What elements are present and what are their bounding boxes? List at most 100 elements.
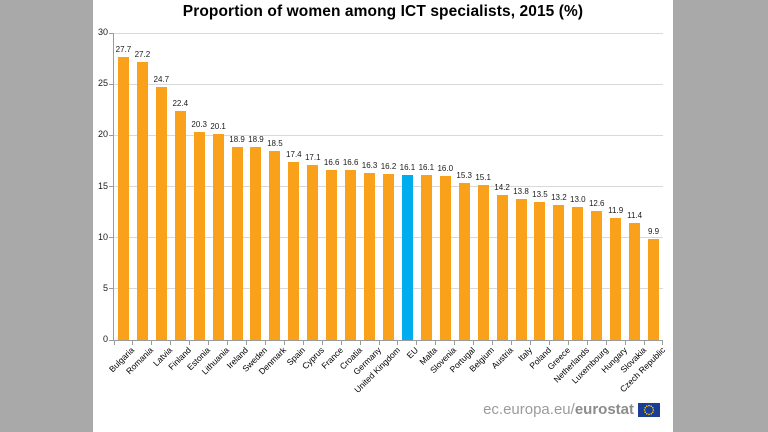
value-label: 11.9 bbox=[608, 206, 624, 216]
bar-croatia bbox=[345, 170, 357, 340]
bar-greece bbox=[553, 204, 565, 340]
x-axis-tick bbox=[511, 341, 513, 345]
x-axis-tick bbox=[378, 341, 380, 345]
bar-eu bbox=[401, 175, 413, 340]
x-axis-tick bbox=[567, 341, 569, 345]
logo-stars bbox=[643, 404, 655, 415]
x-axis-tick bbox=[435, 341, 437, 345]
x-axis-tick bbox=[586, 341, 588, 345]
value-label: 20.1 bbox=[210, 122, 226, 132]
x-axis-tick bbox=[605, 341, 607, 345]
x-axis-tick bbox=[529, 341, 531, 345]
bar-romania bbox=[136, 61, 148, 340]
footer: ec.europa.eu/eurostat bbox=[483, 401, 660, 418]
x-axis-tick bbox=[283, 341, 285, 345]
bar-slovenia bbox=[439, 176, 451, 340]
bar-belgium bbox=[477, 185, 489, 340]
value-label: 18.5 bbox=[267, 138, 283, 148]
x-axis-tick bbox=[208, 341, 210, 345]
value-label: 13.5 bbox=[532, 189, 548, 199]
value-label: 13.2 bbox=[551, 192, 567, 202]
value-label: 16.3 bbox=[361, 161, 378, 171]
y-axis-label-30: 30 bbox=[97, 27, 108, 37]
value-label: 11.4 bbox=[627, 211, 643, 221]
y-axis-tick-15 bbox=[109, 186, 113, 187]
x-axis-tick bbox=[151, 341, 153, 345]
value-label: 16.6 bbox=[342, 158, 359, 168]
x-axis-tick bbox=[397, 341, 399, 345]
bar-netherlands bbox=[572, 206, 584, 340]
x-axis-tick bbox=[246, 341, 248, 345]
y-axis-label-10: 10 bbox=[97, 231, 108, 242]
x-axis-tick bbox=[454, 341, 456, 345]
value-label: 16.1 bbox=[418, 163, 435, 173]
value-label: 15.1 bbox=[475, 173, 491, 183]
value-label: 16.6 bbox=[323, 158, 340, 168]
x-axis-tick bbox=[189, 341, 191, 345]
value-label: 27.7 bbox=[115, 44, 132, 54]
value-label: 22.4 bbox=[172, 98, 189, 108]
chart-title: Proportion of women among ICT specialist… bbox=[182, 3, 584, 20]
y-axis-tick-25 bbox=[109, 83, 113, 85]
x-axis-tick bbox=[132, 341, 134, 345]
y-axis-tick-20 bbox=[109, 134, 113, 136]
y-axis-label-0: 0 bbox=[102, 334, 108, 344]
value-label: 17.1 bbox=[304, 153, 321, 163]
x-axis-tick bbox=[624, 341, 626, 345]
x-axis-tick bbox=[548, 341, 550, 345]
value-label: 16.2 bbox=[380, 162, 397, 172]
value-label: 17.4 bbox=[286, 149, 302, 159]
x-axis-tick bbox=[227, 341, 229, 345]
y-axis-label-20: 20 bbox=[97, 129, 108, 140]
value-label: 13.0 bbox=[570, 194, 586, 204]
value-label: 16.0 bbox=[437, 164, 454, 174]
gridline-30 bbox=[114, 32, 663, 34]
value-label: 13.8 bbox=[513, 186, 529, 196]
bar-hungary bbox=[610, 218, 622, 340]
y-axis-tick-5 bbox=[109, 288, 113, 290]
bar-latvia bbox=[155, 87, 167, 340]
bar-malta bbox=[420, 175, 432, 340]
bar-slovakia bbox=[629, 223, 641, 340]
x-axis-tick bbox=[661, 341, 663, 345]
gridline-25 bbox=[114, 83, 663, 85]
y-axis-label-5: 5 bbox=[102, 282, 108, 293]
value-label: 18.9 bbox=[248, 134, 264, 144]
bar-austria bbox=[496, 194, 508, 340]
bar-cyprus bbox=[307, 165, 319, 340]
y-axis-tick-0 bbox=[109, 339, 113, 341]
value-label: 14.2 bbox=[494, 182, 510, 192]
value-label: 12.6 bbox=[588, 199, 605, 209]
x-axis-tick bbox=[340, 341, 342, 345]
bar-poland bbox=[534, 201, 546, 340]
bar-portugal bbox=[458, 183, 470, 340]
bar-bulgaria bbox=[117, 56, 129, 340]
footer-url-text: ec.europa.eu/ bbox=[483, 401, 575, 418]
x-axis-tick bbox=[170, 341, 172, 345]
bar-france bbox=[326, 170, 338, 340]
y-axis-label-15: 15 bbox=[97, 180, 108, 191]
bar-luxembourg bbox=[591, 211, 603, 340]
value-label: 15.3 bbox=[456, 171, 472, 181]
x-axis-tick bbox=[302, 341, 304, 345]
bar-spain bbox=[288, 161, 300, 340]
bar-sweden bbox=[250, 146, 262, 340]
value-label: 9.9 bbox=[647, 226, 660, 236]
value-label: 16.1 bbox=[399, 163, 416, 173]
bar-denmark bbox=[269, 150, 281, 340]
footer-url-brand: eurostat bbox=[574, 401, 634, 418]
bar-lithuania bbox=[212, 134, 224, 340]
x-axis-tick bbox=[359, 341, 361, 345]
y-axis-tick-30 bbox=[109, 32, 113, 34]
gridline-20 bbox=[114, 134, 663, 136]
value-label: 24.7 bbox=[153, 75, 170, 85]
x-axis-tick bbox=[473, 341, 475, 345]
y-axis-label-25: 25 bbox=[97, 78, 108, 89]
bar-germany bbox=[364, 173, 376, 340]
bar-czech-republic bbox=[648, 238, 660, 340]
bar-ireland bbox=[231, 146, 243, 340]
value-label: 27.2 bbox=[134, 49, 151, 59]
bar-finland bbox=[174, 110, 186, 340]
x-axis-tick bbox=[492, 341, 494, 345]
x-axis-tick bbox=[416, 341, 418, 345]
